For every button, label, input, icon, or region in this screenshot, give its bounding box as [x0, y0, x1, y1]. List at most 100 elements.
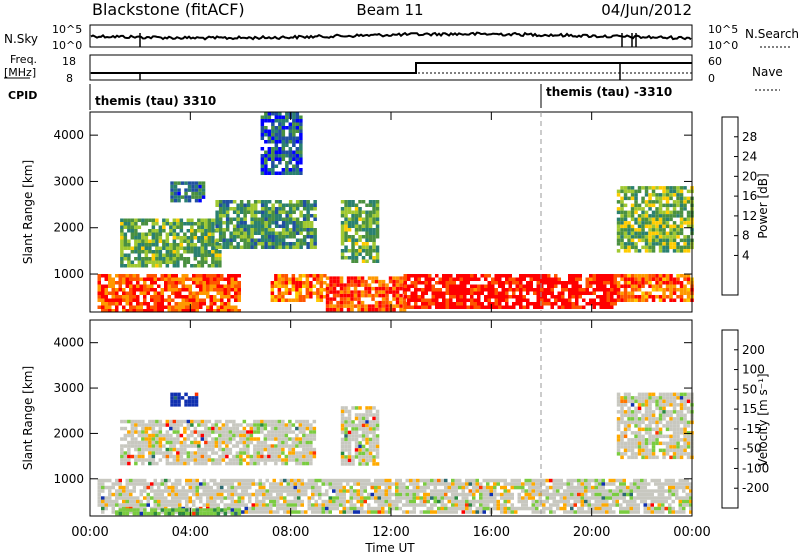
heatmap-cell — [309, 423, 313, 427]
heatmap-cell — [179, 454, 184, 459]
heatmap-cell — [365, 448, 369, 452]
heatmap-cell — [344, 444, 348, 449]
colorbar-tick-label: 24 — [742, 150, 757, 164]
heatmap-cell — [134, 246, 138, 250]
heatmap-cell — [158, 253, 163, 257]
heatmap-cell — [295, 426, 299, 431]
heatmap-cell — [186, 458, 191, 462]
heatmap-cell — [672, 277, 677, 281]
heatmap-cell — [258, 492, 262, 497]
heatmap-cell — [151, 430, 156, 434]
heatmap-cell — [375, 256, 380, 260]
heatmap-cell — [594, 482, 598, 486]
heatmap-cell — [295, 288, 299, 292]
heatmap-cell — [627, 392, 631, 397]
heatmap-cell — [363, 510, 367, 514]
heatmap-cell — [549, 492, 553, 497]
heatmap-cell — [179, 222, 184, 226]
heatmap-cell — [563, 489, 567, 493]
heatmap-cell — [357, 293, 361, 298]
heatmap-cell — [278, 122, 282, 126]
heatmap-cell — [368, 210, 373, 214]
heatmap-cell — [193, 250, 198, 254]
heatmap-cell — [367, 293, 372, 298]
heatmap-cell — [616, 228, 621, 232]
heatmap-cell — [580, 503, 584, 507]
heatmap-cell — [647, 482, 651, 486]
heatmap-cell — [603, 284, 607, 288]
heatmap-cell — [507, 482, 511, 486]
heatmap-cell — [274, 150, 279, 154]
heatmap-cell — [494, 302, 498, 306]
heatmap-cell — [606, 298, 610, 302]
heatmap-cell — [188, 499, 192, 504]
heatmap-cell — [155, 260, 159, 264]
heatmap-cell — [260, 168, 265, 172]
heatmap-cell — [312, 277, 317, 281]
heatmap-cell — [120, 444, 124, 448]
heatmap-cell — [162, 218, 166, 222]
heatmap-cell — [306, 224, 310, 228]
heatmap-cell — [335, 482, 339, 486]
heatmap-cell — [676, 193, 680, 197]
heatmap-cell — [263, 423, 268, 427]
heatmap-cell — [620, 399, 624, 404]
heatmap-cell — [346, 506, 350, 511]
heatmap-cell — [528, 496, 532, 500]
heatmap-cell — [292, 150, 296, 154]
heatmap-cell — [292, 168, 296, 172]
heatmap-cell — [243, 203, 247, 207]
heatmap-cell — [158, 239, 163, 243]
heatmap-cell — [437, 496, 441, 500]
heatmap-cell — [480, 305, 484, 309]
heatmap-cell — [120, 447, 124, 452]
heatmap-cell — [244, 510, 248, 514]
heatmap-cell — [255, 496, 259, 500]
heatmap-cell — [307, 482, 311, 486]
heatmap-cell — [545, 478, 549, 483]
heatmap-cell — [672, 203, 677, 208]
heatmap-cell — [235, 440, 240, 445]
heatmap-cell — [160, 510, 164, 514]
heatmap-cell — [97, 478, 101, 483]
heatmap-cell — [295, 115, 300, 119]
heatmap-cell — [281, 430, 285, 434]
heatmap-cell — [118, 277, 122, 281]
heatmap-cell — [501, 281, 505, 285]
heatmap-cell — [615, 478, 619, 483]
heatmap-cell — [437, 506, 441, 511]
heatmap-cell — [365, 458, 369, 463]
heatmap-cell — [360, 293, 365, 298]
heatmap-cell — [271, 235, 275, 239]
heatmap-cell — [228, 433, 233, 438]
heatmap-cell — [305, 423, 310, 427]
heatmap-cell — [298, 451, 303, 455]
heatmap-cell — [503, 506, 507, 511]
heatmap-cell — [165, 423, 170, 427]
heatmap-cell — [615, 496, 619, 500]
heatmap-cell — [101, 309, 105, 313]
heatmap-cell — [475, 485, 479, 490]
heatmap-cell — [220, 298, 224, 302]
heatmap-cell — [591, 478, 595, 483]
heatmap-cell — [662, 291, 666, 295]
heatmap-cell — [517, 499, 521, 504]
heatmap-cell — [104, 295, 108, 299]
heatmap-cell — [354, 427, 359, 431]
heatmap-cell — [349, 506, 353, 511]
heatmap-cell — [634, 217, 638, 222]
heatmap-cell — [678, 485, 682, 490]
heatmap-cell — [444, 503, 448, 507]
heatmap-cell — [120, 250, 124, 254]
heatmap-cell — [515, 284, 519, 288]
heatmap-cell — [253, 231, 258, 235]
heatmap-cell — [302, 458, 306, 462]
heatmap-cell — [295, 122, 300, 126]
heatmap-cell — [486, 499, 490, 504]
heatmap-cell — [312, 426, 317, 431]
heatmap-cell — [253, 458, 257, 462]
heatmap-cell — [658, 281, 663, 285]
heatmap-cell — [514, 510, 518, 514]
heatmap-cell — [199, 277, 203, 281]
heatmap-cell — [232, 207, 237, 211]
